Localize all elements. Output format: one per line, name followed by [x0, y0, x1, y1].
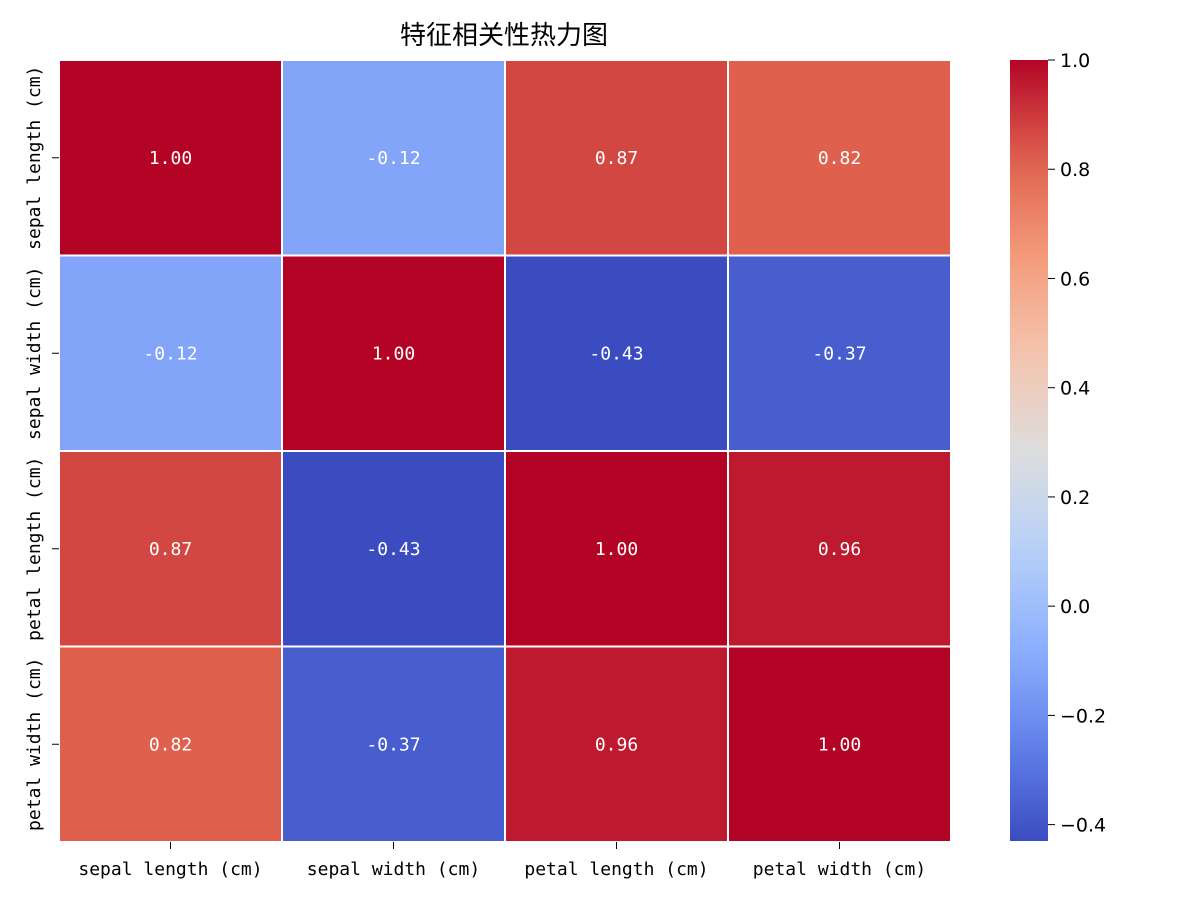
cell-value-label: -0.12 — [143, 343, 197, 364]
cell-value-label: 0.87 — [595, 148, 638, 169]
heatmap-cell — [281, 254, 506, 452]
heatmap-cells: 1.00 -0.12 0.87 0.82 -0.12 1.00 -0.43 -0.37 0.87… — [58, 59, 952, 843]
y-tick-label: petal length (cm) — [24, 457, 45, 641]
cell-value-label: 1.00 — [372, 343, 415, 364]
x-tick-label: sepal width (cm) — [307, 859, 480, 880]
colorbar-tick-label: 0.2 — [1060, 487, 1090, 509]
x-tick-label: sepal length (cm) — [78, 859, 262, 880]
cell-value-label: 0.96 — [818, 539, 861, 560]
colorbar: 1.0 0.8 0.6 0.4 0.2 0.0 −0.2 −0.4 — [1010, 50, 1106, 841]
heatmap-cell — [58, 59, 283, 257]
cell-value-label: -0.12 — [366, 148, 420, 169]
colorbar-tick-label: −0.4 — [1060, 815, 1106, 837]
y-tick-label: sepal length (cm) — [24, 66, 45, 250]
heatmap-cell — [727, 254, 952, 452]
y-tick-label: petal width (cm) — [24, 658, 45, 831]
x-axis: sepal length (cm) sepal width (cm) petal l… — [78, 842, 926, 880]
cell-value-label: -0.43 — [366, 539, 420, 560]
cell-value-label: 1.00 — [149, 148, 192, 169]
chart-title: 特征相关性热力图 — [400, 21, 608, 51]
heatmap-cell — [58, 645, 283, 843]
heatmap-cell — [281, 59, 506, 257]
heatmap-cell — [58, 254, 283, 452]
colorbar-tick-label: −0.2 — [1060, 705, 1106, 727]
cell-value-label: -0.43 — [589, 343, 643, 364]
colorbar-tick-label: 0.8 — [1060, 159, 1090, 181]
colorbar-gradient — [1010, 60, 1048, 841]
cell-value-label: 0.82 — [818, 148, 861, 169]
y-tick-label: sepal width (cm) — [24, 267, 45, 440]
cell-value-label: 0.96 — [595, 734, 638, 755]
cell-value-label: 1.00 — [818, 734, 861, 755]
colorbar-tick-label: 1.0 — [1060, 50, 1090, 72]
colorbar-tick-label: 0.0 — [1060, 596, 1090, 618]
heatmap-cell — [281, 645, 506, 843]
cell-value-label: 1.00 — [595, 539, 638, 560]
cell-value-label: 0.87 — [149, 539, 192, 560]
heatmap-cell — [281, 450, 506, 648]
colorbar-tick-label: 0.6 — [1060, 268, 1090, 290]
x-tick-label: petal width (cm) — [753, 859, 926, 880]
x-tick-label: petal length (cm) — [524, 859, 708, 880]
heatmap-cell — [504, 59, 729, 257]
y-axis: sepal length (cm) sepal width (cm) petal l… — [24, 66, 59, 831]
colorbar-tick-label: 0.4 — [1060, 378, 1090, 400]
heatmap-cell — [727, 645, 952, 843]
heatmap-cell — [727, 450, 952, 648]
cell-value-label: -0.37 — [812, 343, 866, 364]
heatmap-cell — [504, 645, 729, 843]
cell-value-label: 0.82 — [149, 734, 192, 755]
cell-value-label: -0.37 — [366, 734, 420, 755]
heatmap-cell — [727, 59, 952, 257]
